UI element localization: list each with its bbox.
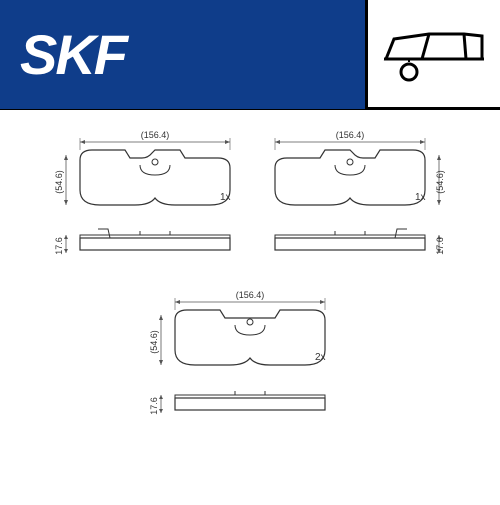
pad-bottom: (156.4) (54.6) 2x: [149, 290, 326, 365]
pad-side-right: 17.6: [275, 229, 445, 255]
pad-top-right: (156.4) (54.6) 1x: [275, 130, 445, 205]
dim-thick-l: 17.6: [54, 237, 64, 255]
dim-thick-b: 17.6: [149, 397, 159, 415]
car-front-axle-icon: [374, 14, 494, 94]
qty-tr: 1x: [415, 192, 426, 203]
brake-pad-diagram: (156.4) (54.6) 1x (156.4) (54.6): [0, 110, 500, 500]
dim-height-b: (54.6): [149, 330, 159, 354]
dim-width-tl: (156.4): [141, 130, 170, 140]
dim-width-tr: (156.4): [336, 130, 365, 140]
diagram-area: (156.4) (54.6) 1x (156.4) (54.6): [0, 110, 500, 500]
brand-logo: SKF: [20, 22, 126, 87]
dim-width-b: (156.4): [236, 290, 265, 300]
dim-height-tl: (54.6): [54, 170, 64, 194]
header: SKF: [0, 0, 500, 110]
pad-side-bottom: 17.6: [149, 391, 325, 415]
logo-area: SKF: [0, 0, 365, 109]
pad-side-left: 17.6: [54, 229, 230, 255]
dim-height-tr: (54.6): [435, 170, 445, 194]
qty-b: 2x: [315, 352, 326, 363]
qty-tl: 1x: [220, 192, 231, 203]
axle-icon-box: [365, 0, 500, 110]
pad-top-left: (156.4) (54.6) 1x: [54, 130, 231, 205]
dim-thick-r: 17.6: [435, 237, 445, 255]
